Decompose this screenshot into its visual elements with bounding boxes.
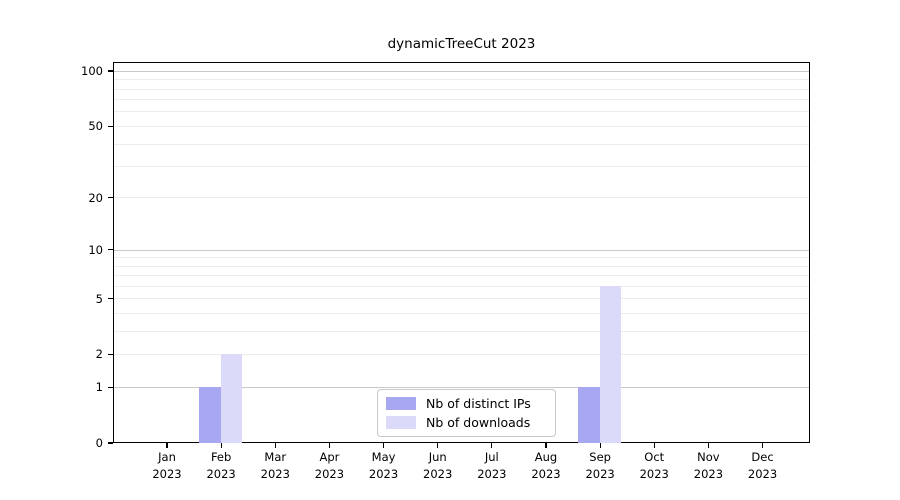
y-tick-mark (108, 442, 113, 444)
y-tick-mark (108, 353, 113, 356)
y-tick-label: 0 (95, 436, 103, 450)
x-tick-label: Aug 2023 (531, 450, 561, 481)
x-tick-label: Sep 2023 (585, 450, 615, 481)
gridline-minor (114, 275, 809, 277)
y-tick-label: 20 (88, 190, 103, 205)
gridline-minor (114, 111, 809, 113)
y-tick-mark (108, 70, 113, 72)
legend: Nb of distinct IPs Nb of downloads (377, 389, 556, 437)
gridline-minor (114, 265, 809, 267)
x-tick-mark (707, 443, 709, 448)
x-tick-mark (166, 443, 168, 448)
y-tick-mark (108, 297, 113, 300)
x-tick-mark (761, 443, 764, 448)
legend-item-downloads: Nb of downloads (386, 414, 547, 430)
y-tick-label: 2 (95, 347, 103, 362)
gridline-minor (114, 197, 809, 199)
x-tick-mark (328, 443, 330, 448)
legend-label-downloads: Nb of downloads (426, 414, 531, 430)
legend-swatch-distinct-ips (386, 397, 416, 410)
gridline-major (114, 386, 809, 388)
x-tick-mark (382, 443, 385, 448)
x-tick-label: Nov 2023 (693, 450, 724, 481)
chart-title: dynamicTreeCut 2023 (387, 36, 536, 52)
x-tick-mark (545, 443, 547, 448)
y-tick-mark (108, 197, 113, 199)
legend-item-distinct-ips: Nb of distinct IPs (386, 395, 547, 411)
y-tick-mark (108, 249, 113, 251)
y-tick-label: 5 (95, 291, 103, 306)
gridline-minor (114, 298, 809, 300)
y-tick-mark (108, 125, 113, 127)
x-tick-mark (599, 443, 601, 448)
gridline-minor (114, 257, 809, 259)
bar-distinct-ips-feb (199, 386, 221, 443)
x-tick-mark (491, 443, 493, 448)
gridline-minor (114, 79, 809, 81)
x-tick-label: Dec 2023 (747, 450, 778, 481)
x-tick-mark (220, 443, 222, 448)
y-tick-mark (108, 386, 113, 388)
gridline-minor (114, 99, 809, 101)
gridline-minor (114, 143, 809, 145)
x-tick-label: Oct 2023 (639, 450, 669, 481)
y-tick-label: 10 (88, 242, 103, 257)
gridline-minor (114, 331, 809, 333)
x-tick-label: Mar 2023 (260, 450, 290, 481)
x-tick-label: Feb 2023 (206, 450, 236, 481)
bar-downloads-feb (220, 354, 243, 443)
plot-area (113, 62, 810, 443)
x-tick-label: Jun 2023 (423, 450, 453, 481)
y-tick-label: 100 (81, 64, 103, 79)
gridline-minor (114, 313, 809, 315)
x-tick-mark (437, 443, 439, 448)
gridline-major (114, 249, 809, 251)
y-tick-label: 1 (95, 380, 103, 395)
gridline-minor (114, 166, 809, 168)
x-tick-label: May 2023 (368, 450, 399, 481)
legend-swatch-downloads (386, 416, 416, 429)
gridline-minor (114, 354, 809, 356)
legend-label-distinct-ips: Nb of distinct IPs (426, 395, 531, 411)
bar-distinct-ips-sep (578, 386, 600, 443)
x-tick-mark (653, 443, 655, 448)
y-tick-label: 50 (88, 119, 103, 134)
bar-downloads-sep (599, 285, 622, 443)
x-tick-label: Jul 2023 (477, 450, 507, 481)
gridline-minor (114, 125, 809, 127)
x-tick-mark (274, 443, 276, 448)
x-tick-label: Apr 2023 (314, 450, 345, 481)
gridline-major (114, 70, 809, 72)
gridline-minor (114, 88, 809, 90)
x-tick-label: Jan 2023 (152, 450, 182, 481)
gridline-minor (114, 285, 809, 287)
